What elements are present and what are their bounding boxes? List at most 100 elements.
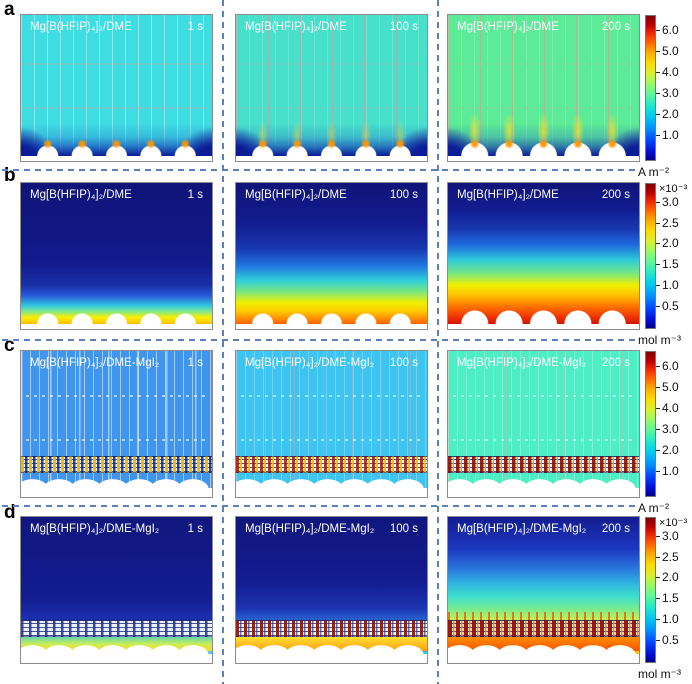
colorbar-tick: 1.0 (656, 128, 679, 143)
colorbar-tick: 3.0 (656, 86, 679, 101)
colorbar-multiplier: ×10⁻³ (659, 517, 688, 529)
colorbar-tick: 1.0 (656, 277, 679, 292)
colorbar-tick: 6.0 (656, 22, 679, 37)
panel-b-100s: Mg[B(HFIP)₄]₂/DME 100 s (235, 182, 428, 330)
panel-c-1s: Mg[B(HFIP)₄]₂/DME-MgI₂ 1 s (20, 350, 213, 498)
electrolyte-label: Mg[B(HFIP)₄]₂/DME (457, 21, 559, 33)
colorbar-tick: 3.0 (656, 422, 679, 437)
colorbar-gradient (645, 351, 656, 497)
electrolyte-label: Mg[B(HFIP)₄]₂/DME (245, 189, 347, 201)
electrolyte-label: Mg[B(HFIP)₄]₂/DME-MgI₂ (30, 523, 160, 535)
panel-d-100s: Mg[B(HFIP)₄]₂/DME-MgI₂ 100 s (235, 516, 428, 664)
dotted-gridline (26, 438, 207, 441)
electrode-surface (448, 641, 639, 663)
colorbar-tick: 2.0 (656, 236, 679, 251)
electrolyte-label: Mg[B(HFIP)₄]₂/DME-MgI₂ (30, 357, 160, 369)
row-label-a: a (4, 0, 15, 20)
panel-b-200s: Mg[B(HFIP)₄]₂/DME 200 s (447, 182, 640, 330)
colorbar-unit: A m⁻² (638, 501, 670, 515)
electrolyte-label: Mg[B(HFIP)₄]₂/DME (30, 21, 132, 33)
time-label: 1 s (187, 523, 203, 535)
electrolyte-label: Mg[B(HFIP)₄]₂/DME (30, 189, 132, 201)
colorbar-tick: 4.0 (656, 400, 679, 415)
colorbar-tick: 0.5 (656, 298, 679, 313)
electrode-surface (21, 475, 212, 497)
hotspot-tips (448, 117, 639, 161)
time-label: 100 s (389, 357, 418, 369)
colorbar-tick: 2.5 (656, 549, 679, 564)
sei-layer-band (236, 456, 427, 473)
sei-layer-band (21, 620, 212, 637)
hotspot-tips (21, 117, 212, 161)
row-a: Mg[B(HFIP)₄]₂/DME 1 s Mg[B(HFIP)₄]₂/DME … (0, 14, 692, 179)
colorbar-tick: 2.0 (656, 107, 679, 122)
dotted-gridline (241, 63, 422, 66)
colorbar-tick: 2.0 (656, 443, 679, 458)
colorbar-gradient (645, 517, 656, 663)
colorbar-multiplier: ×10⁻³ (659, 183, 688, 195)
row-label-b: b (4, 165, 16, 186)
sei-layer-band (21, 456, 212, 473)
time-label: 200 s (601, 357, 630, 369)
electrolyte-label: Mg[B(HFIP)₄]₂/DME-MgI₂ (245, 523, 375, 535)
row-d: Mg[B(HFIP)₄]₂/DME-MgI₂ 1 s Mg[B(HFIP)₄]₂… (0, 516, 692, 681)
colorbar-d: ×10⁻³ 3.0 2.5 2.0 1.5 1.0 0.5 (645, 517, 692, 663)
dotted-gridline (453, 63, 634, 66)
dotted-gridline (26, 106, 207, 109)
panel-b-1s: Mg[B(HFIP)₄]₂/DME 1 s (20, 182, 213, 330)
colorbar-tick: 5.0 (656, 43, 679, 58)
colorbar-tick: 3.0 (656, 528, 679, 543)
row-label-c: c (4, 335, 15, 356)
sei-layer-band (236, 620, 427, 637)
electrode-surface (21, 641, 212, 663)
panel-a-1s: Mg[B(HFIP)₄]₂/DME 1 s (20, 14, 213, 162)
colorbar-tick: 5.0 (656, 379, 679, 394)
dotted-gridline (453, 106, 634, 109)
colorbar-tick: 2.5 (656, 215, 679, 230)
colorbar-tick: 1.0 (656, 464, 679, 479)
sei-layer-band (448, 456, 639, 473)
dotted-gridline (453, 394, 634, 397)
colorbar-gradient (645, 183, 656, 329)
hotspot-tips (236, 117, 427, 161)
panel-d-1s: Mg[B(HFIP)₄]₂/DME-MgI₂ 1 s (20, 516, 213, 664)
electrode-surface (236, 641, 427, 663)
row-label-d: d (4, 502, 16, 523)
horizontal-dashed-divider (2, 505, 640, 507)
electrode-surface (236, 475, 427, 497)
colorbar-c: 6.0 5.0 4.0 3.0 2.0 1.0 (645, 351, 692, 497)
colorbar-unit: mol m⁻³ (638, 667, 681, 681)
colorbar-tick: 2.0 (656, 570, 679, 585)
electrode-surface (448, 475, 639, 497)
colorbar-tick: 3.0 (656, 194, 679, 209)
electrolyte-label: Mg[B(HFIP)₄]₂/DME-MgI₂ (457, 523, 587, 535)
flux-streaks (448, 612, 639, 622)
vertical-dashed-divider (222, 0, 224, 684)
colorbar-tick: 6.0 (656, 358, 679, 373)
colorbar-unit: mol m⁻³ (638, 333, 681, 347)
colorbar-tick: 1.5 (656, 591, 679, 606)
electrode-bumps (448, 293, 639, 329)
time-label: 1 s (187, 21, 203, 33)
dotted-gridline (241, 438, 422, 441)
time-label: 200 s (601, 189, 630, 201)
electrolyte-label: Mg[B(HFIP)₄]₂/DME (457, 189, 559, 201)
colorbar-tick: 1.5 (656, 257, 679, 272)
electrolyte-label: Mg[B(HFIP)₄]₂/DME (245, 21, 347, 33)
row-c: Mg[B(HFIP)₄]₂/DME-MgI₂ 1 s Mg[B(HFIP)₄]₂… (0, 350, 692, 515)
sei-layer-band (448, 620, 639, 637)
horizontal-dashed-divider (2, 339, 640, 341)
panel-c-100s: Mg[B(HFIP)₄]₂/DME-MgI₂ 100 s (235, 350, 428, 498)
electrolyte-label: Mg[B(HFIP)₄]₂/DME-MgI₂ (245, 357, 375, 369)
colorbar-a: 6.0 5.0 4.0 3.0 2.0 1.0 (645, 15, 692, 161)
dotted-gridline (241, 394, 422, 397)
time-label: 1 s (187, 357, 203, 369)
dotted-gridline (26, 394, 207, 397)
row-b: Mg[B(HFIP)₄]₂/DME 1 s Mg[B(HFIP)₄]₂/DME … (0, 182, 692, 347)
colorbar-b: ×10⁻³ 3.0 2.5 2.0 1.5 1.0 0.5 (645, 183, 692, 329)
time-label: 100 s (389, 523, 418, 535)
time-label: 200 s (601, 523, 630, 535)
panel-a-100s: Mg[B(HFIP)₄]₂/DME 100 s (235, 14, 428, 162)
dotted-gridline (241, 106, 422, 109)
